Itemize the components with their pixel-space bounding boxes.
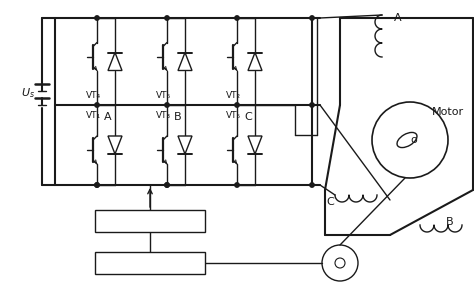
Circle shape — [165, 16, 169, 20]
Text: VT₂: VT₂ — [226, 91, 241, 99]
Text: VT₅: VT₅ — [226, 110, 241, 120]
Text: VT₄: VT₄ — [85, 91, 100, 99]
Circle shape — [310, 16, 314, 20]
Text: Driver Circuit: Driver Circuit — [115, 216, 185, 226]
Circle shape — [235, 183, 239, 187]
Text: A: A — [394, 13, 402, 23]
Polygon shape — [178, 136, 192, 154]
Polygon shape — [178, 52, 192, 70]
Circle shape — [95, 183, 99, 187]
Text: A: A — [104, 112, 112, 122]
Circle shape — [165, 183, 169, 187]
Circle shape — [95, 16, 99, 20]
Circle shape — [235, 103, 239, 107]
Bar — [95, 252, 205, 274]
Text: C: C — [244, 112, 252, 122]
Text: B: B — [174, 112, 182, 122]
Polygon shape — [248, 52, 262, 70]
Circle shape — [95, 183, 99, 187]
Polygon shape — [248, 136, 262, 154]
Circle shape — [165, 183, 169, 187]
Polygon shape — [108, 52, 122, 70]
Circle shape — [95, 103, 99, 107]
Text: C: C — [326, 197, 334, 207]
Circle shape — [310, 103, 314, 107]
Text: B: B — [446, 217, 454, 227]
Bar — [95, 210, 205, 232]
Text: Motor: Motor — [432, 107, 464, 117]
Polygon shape — [108, 136, 122, 154]
Text: $U_s$: $U_s$ — [21, 86, 35, 100]
Text: o: o — [410, 135, 418, 145]
Circle shape — [310, 183, 314, 187]
Text: VT₆: VT₆ — [155, 91, 171, 99]
Circle shape — [235, 16, 239, 20]
Text: VT₁: VT₁ — [85, 110, 100, 120]
Text: VT₃: VT₃ — [155, 110, 171, 120]
Circle shape — [165, 103, 169, 107]
Text: Control Circuit: Control Circuit — [112, 258, 188, 268]
